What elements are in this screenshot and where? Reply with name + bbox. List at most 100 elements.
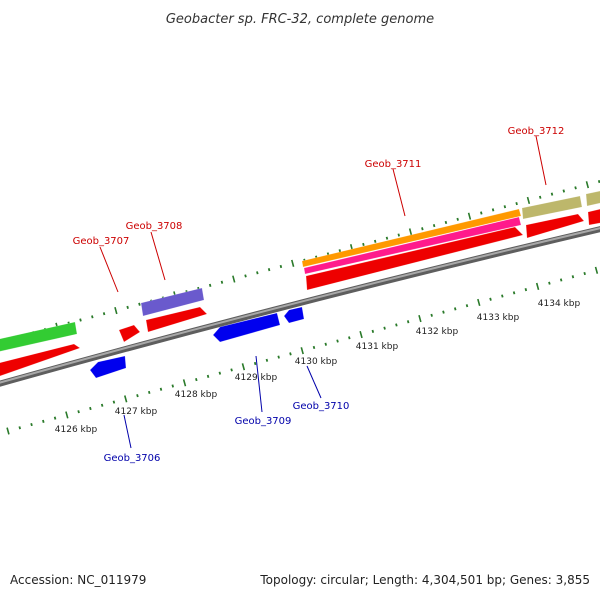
outer-scale-tick [456, 217, 459, 221]
outer-scale-tick [421, 227, 424, 231]
outer-scale-tick [102, 312, 106, 316]
gene-geob-3711-orange[interactable] [301, 208, 522, 268]
inner-scale-tick [371, 329, 375, 333]
gene-label-geob-3708: Geob_3708 [126, 221, 183, 232]
outer-scale-tick [562, 189, 566, 193]
outer-scale-tick [444, 220, 448, 225]
gene-geob-3707[interactable] [118, 324, 141, 343]
outer-scale-tick [279, 264, 283, 269]
inner-scale-tick [18, 426, 22, 430]
inner-scale-tick [300, 347, 304, 355]
outer-scale-tick [208, 283, 212, 287]
outer-scale-tick [291, 259, 295, 267]
inner-scale-tick [535, 282, 540, 290]
genome-summary-text: Topology: circular; Length: 4,304,501 bp… [260, 573, 590, 587]
inner-scale-tick [171, 384, 175, 388]
inner-scale-tick [430, 313, 433, 317]
inner-scale-tick [489, 297, 492, 301]
outer-scale-tick [503, 205, 507, 209]
inner-scale-tick [348, 336, 351, 340]
scale-label-4128: 4128 kbp [175, 390, 218, 400]
scale-label-4133: 4133 kbp [477, 313, 520, 323]
outer-scale-tick [597, 179, 600, 184]
gene-red-left[interactable] [0, 343, 81, 377]
inner-scale-tick [512, 291, 516, 295]
accession-text: Accession: NC_011979 [10, 573, 147, 587]
inner-scale-tick [559, 278, 563, 282]
outer-scale-tick [491, 208, 495, 212]
inner-scale-tick [289, 352, 292, 356]
inner-scale-tick [418, 314, 422, 323]
inner-scale-tick [6, 427, 10, 435]
inner-scale-tick [324, 342, 328, 346]
label-leaders [99, 135, 547, 449]
gene-geob-3708[interactable] [140, 287, 205, 317]
outer-scale-tick [397, 233, 401, 237]
outer-scale-tick [91, 315, 94, 319]
inner-scale-tick [594, 266, 599, 274]
map-title: Geobacter sp. FRC-32, complete genome [166, 12, 434, 27]
inner-scale-tick [406, 320, 410, 324]
outer-scale-tick [515, 201, 518, 206]
forward-genes [0, 190, 600, 377]
gene-red-long[interactable] [305, 226, 524, 291]
inner-scale-tick [206, 374, 210, 378]
scale-label-4131: 4131 kbp [356, 342, 399, 352]
gene-geob-3706[interactable] [89, 355, 127, 379]
outer-scale-tick [550, 192, 554, 196]
outer-scale-tick [526, 196, 531, 205]
outer-scale-tick [585, 181, 590, 189]
outer-scale-tick [138, 302, 141, 306]
outer-scale-tick [373, 239, 377, 243]
inner-scale-tick [182, 379, 187, 387]
scale-label-4130: 4130 kbp [295, 357, 338, 367]
inner-scale-tick [501, 294, 504, 298]
outer-scale-tick [232, 275, 236, 283]
inner-scale-tick [195, 377, 198, 382]
inner-scale-tick [123, 395, 128, 403]
scale-label-4132: 4132 kbp [416, 327, 459, 337]
inner-scale-tick [112, 400, 116, 404]
inner-scale-tick [89, 406, 92, 411]
outer-scale-tick [467, 212, 472, 220]
outer-scale-tick [385, 236, 389, 240]
inner-scale-tick [548, 281, 551, 285]
outer-scale-tick [538, 195, 542, 199]
inner-scale-tick [241, 363, 246, 371]
inner-scale-tick [265, 358, 269, 362]
inner-scale-tick [524, 288, 528, 292]
gene-red-mid[interactable] [145, 306, 208, 333]
gene-label-geob-3706: Geob_3706 [104, 453, 161, 464]
gene-geob-3712[interactable] [521, 195, 583, 220]
outer-scale-tick [408, 228, 413, 236]
gene-khaki-right[interactable] [585, 190, 600, 207]
gene-geob-3710[interactable] [283, 306, 305, 324]
outer-scale-tick [114, 306, 118, 315]
inner-scale-tick [453, 307, 457, 311]
inner-scale-tick [477, 298, 481, 307]
inner-scale-tick [336, 339, 339, 343]
outer-scale-tick [480, 211, 483, 215]
gene-red-right[interactable] [525, 213, 585, 239]
scale-label-4134: 4134 kbp [538, 299, 581, 309]
outer-scale-tick [244, 274, 247, 278]
gene-red-right-edge[interactable] [587, 208, 600, 226]
gene-geob-3709[interactable] [212, 312, 281, 343]
inner-scale-tick [30, 422, 33, 427]
outer-scale-tick [220, 280, 224, 284]
inner-scale-tick [383, 326, 386, 330]
inner-scale-tick [395, 323, 398, 327]
gene-label-geob-3709: Geob_3709 [235, 416, 292, 427]
inner-scale-tick [100, 403, 104, 407]
scale-label-4126: 4126 kbp [55, 425, 98, 435]
inner-scale-tick [277, 355, 280, 359]
inner-scale-tick [218, 371, 222, 375]
outer-scale-tick [338, 249, 342, 253]
gene-green[interactable] [0, 321, 78, 352]
inner-scale-tick [359, 331, 363, 339]
inner-scale-tick [65, 411, 69, 419]
gene-magenta[interactable] [303, 216, 522, 275]
outer-scale-tick [362, 242, 365, 247]
outer-scale-tick [432, 224, 436, 228]
outer-scale-tick [79, 318, 82, 322]
